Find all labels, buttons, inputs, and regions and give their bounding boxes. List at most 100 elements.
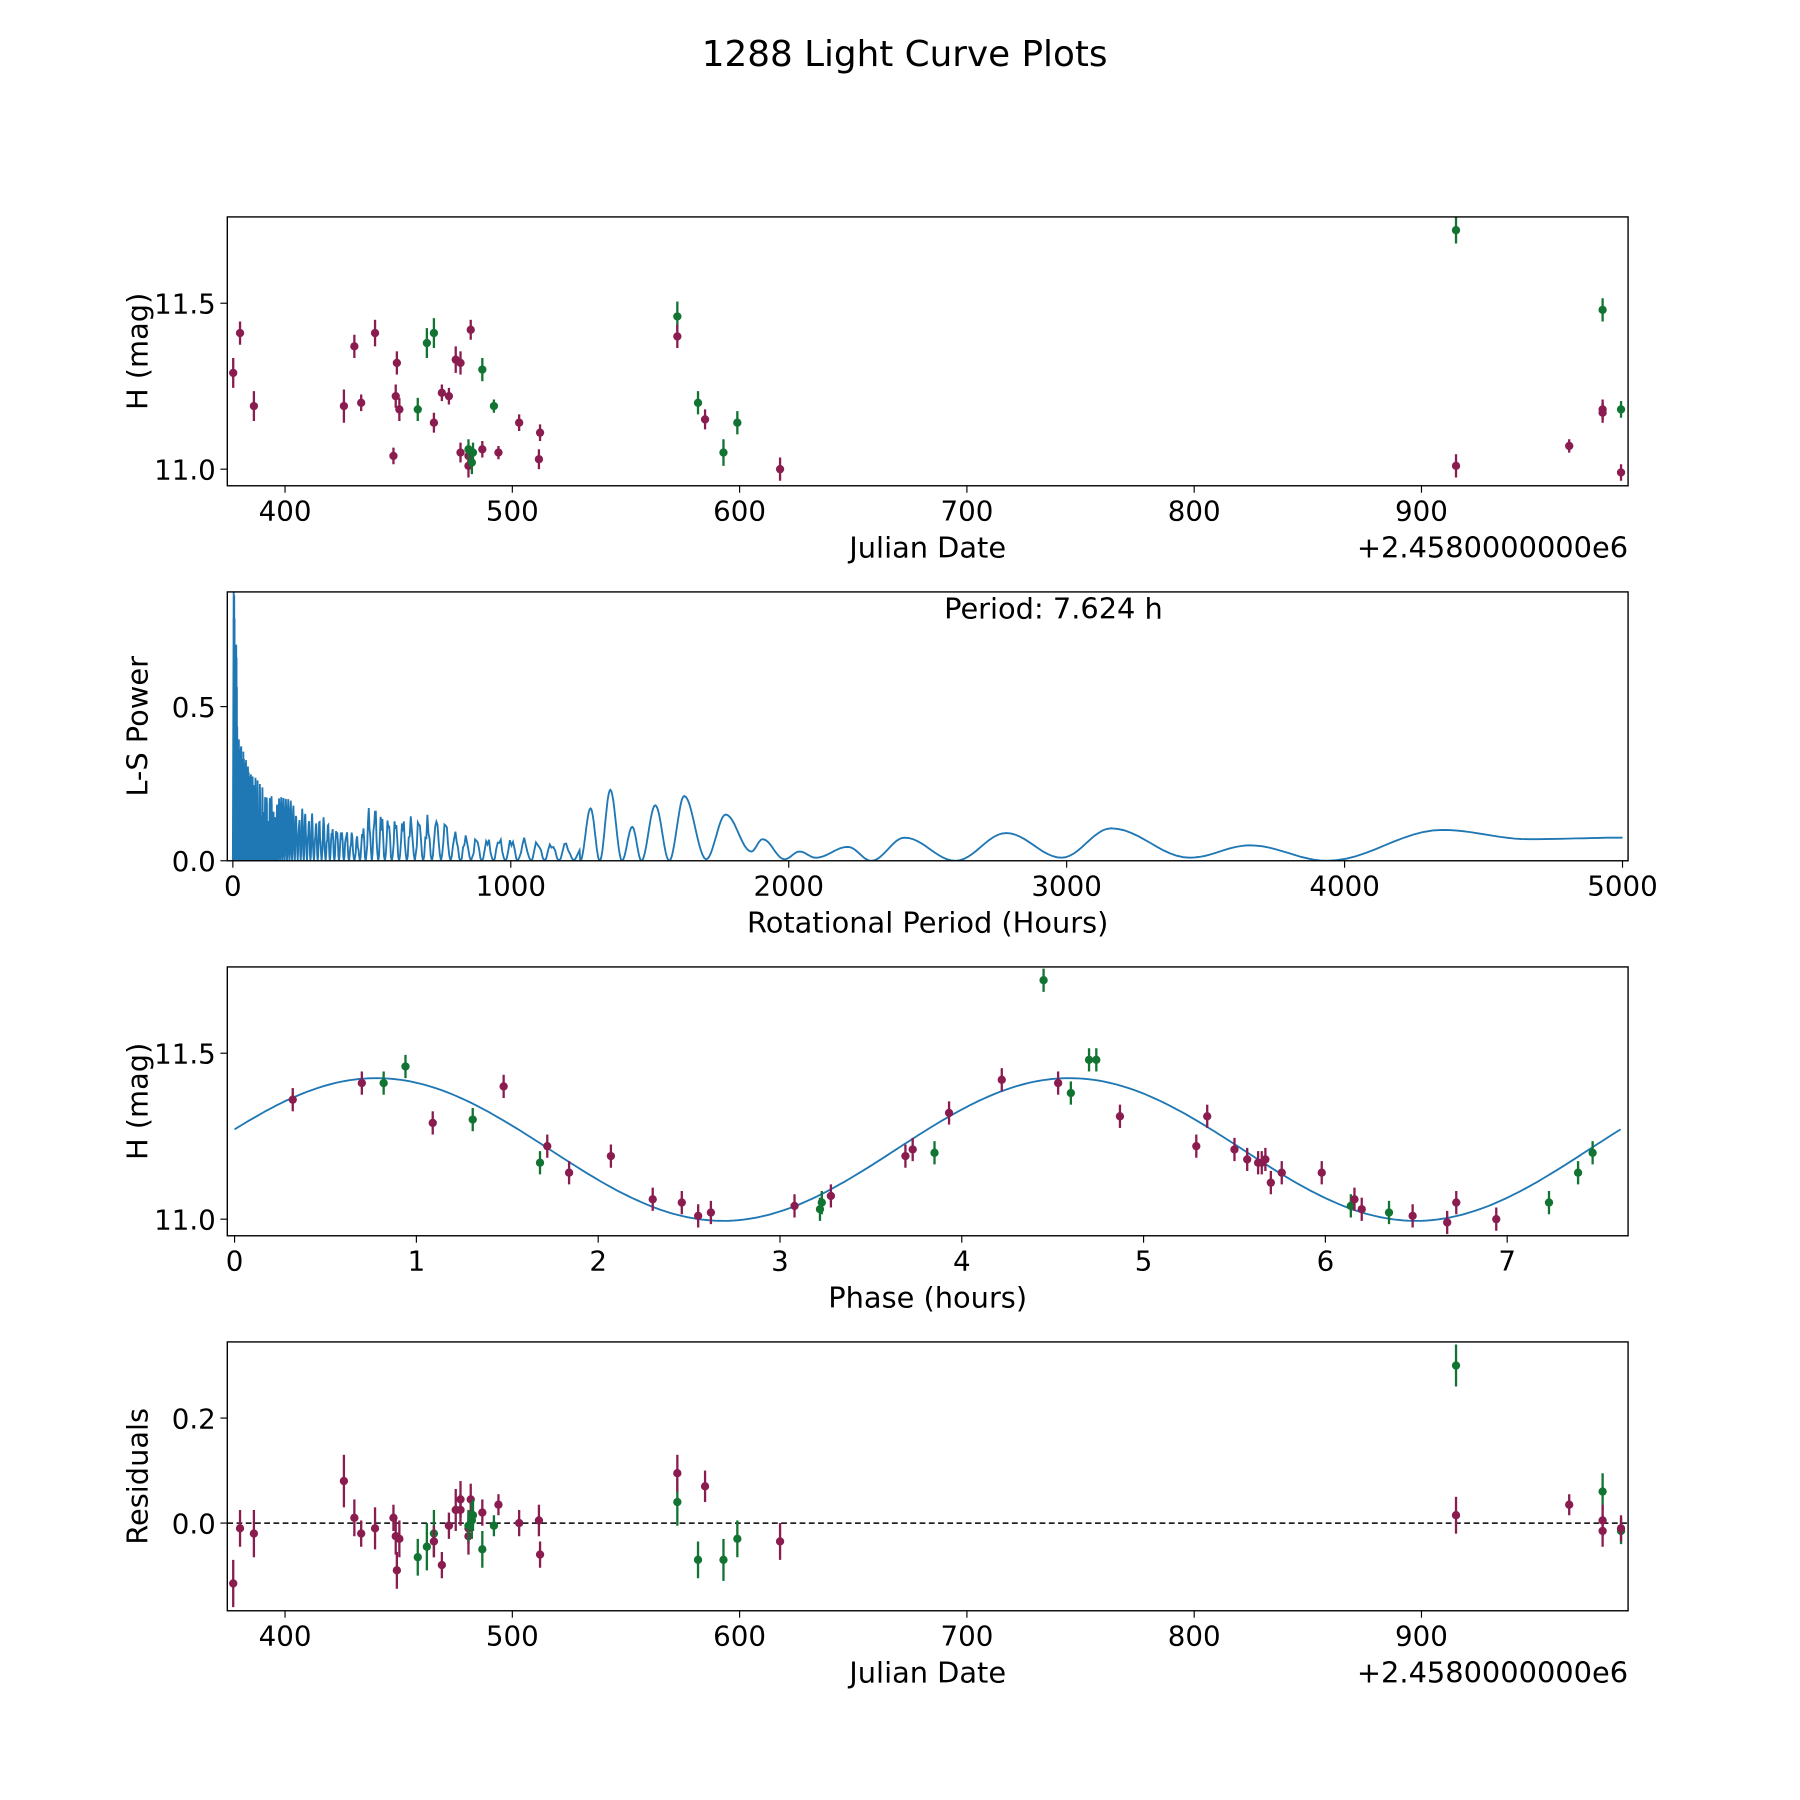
data-marker [1451, 1511, 1461, 1520]
phased-point [1350, 1187, 1359, 1211]
data-marker [428, 1118, 437, 1128]
lightcurve-point [719, 439, 728, 466]
data-marker [535, 428, 545, 437]
residual-point [733, 1520, 742, 1558]
data-marker [478, 445, 487, 454]
x-tick-label: 500 [486, 494, 539, 527]
data-marker [1573, 1168, 1583, 1177]
data-marker [370, 1524, 380, 1533]
data-marker [235, 1524, 245, 1533]
data-marker [413, 1553, 422, 1562]
phased-point [535, 1151, 545, 1175]
x-axis-label: Rotational Period (Hours) [747, 905, 1108, 939]
x-tick-label: 6 [1317, 1244, 1335, 1277]
data-marker [494, 448, 503, 457]
data-marker [790, 1201, 799, 1211]
data-marker [1492, 1215, 1501, 1224]
panel-phased: 0 1 2 3 4 5 6 7 11.0 11.5 Phase (hours) H (mag) [121, 966, 1629, 1314]
data-marker [514, 418, 524, 427]
x-axis-label: Julian Date [847, 530, 1006, 564]
data-marker [673, 1469, 682, 1478]
y-tick-label: 0.5 [172, 691, 216, 724]
phased-point [817, 1190, 826, 1215]
data-marker [1544, 1198, 1554, 1207]
periodogram-line [231, 591, 1623, 861]
y-tick-label: 0.0 [172, 845, 216, 878]
residual-point [339, 1454, 349, 1508]
x-tick-label: 4 [953, 1244, 971, 1277]
data-marker [534, 1516, 544, 1525]
lightcurve-point [535, 424, 545, 441]
phased-point [1408, 1204, 1417, 1228]
residual-point [249, 1509, 259, 1558]
lightcurve-point [775, 457, 785, 481]
lightcurve-point [494, 445, 503, 460]
residual-point [468, 1499, 478, 1531]
data-marker [1616, 405, 1626, 414]
data-marker [429, 328, 439, 338]
phased-point [1443, 1210, 1452, 1235]
data-marker [1598, 305, 1607, 315]
data-marker [775, 1537, 785, 1546]
lightcurve-point [478, 357, 487, 382]
data-marker [1066, 1088, 1076, 1098]
phased-point [1192, 1134, 1201, 1158]
y-tick-label: 0.0 [172, 1507, 216, 1540]
x-tick-label: 400 [259, 1619, 312, 1652]
lightcurve-point [514, 414, 524, 432]
axes-frame [226, 1341, 1629, 1612]
data-marker [1115, 1112, 1125, 1121]
residual-point [350, 1499, 359, 1537]
residual-point [535, 1541, 545, 1568]
lightcurve-point [422, 328, 432, 358]
data-marker [489, 401, 499, 411]
data-marker [357, 398, 366, 407]
x-tick-label: 600 [713, 1619, 766, 1652]
y-tick-label: 11.0 [154, 454, 216, 487]
data-marker [1357, 1205, 1366, 1214]
lightcurve-point [478, 440, 487, 458]
residual-point [494, 1494, 503, 1516]
phased-point [694, 1204, 703, 1228]
data-marker [1243, 1155, 1252, 1164]
data-marker [395, 405, 404, 414]
data-marker [564, 1168, 574, 1177]
residual-point [693, 1541, 703, 1579]
residual-point [1598, 1515, 1607, 1547]
lightcurve-point [235, 321, 245, 345]
panel-lightcurve: 400 500 600 700 800 900 11.0 11.5 Julian Date H (… [121, 216, 1629, 564]
x-axis-label: Phase (hours) [828, 1280, 1027, 1314]
y-tick-label: 11.0 [154, 1204, 216, 1237]
data-marker [389, 451, 398, 461]
data-marker [456, 1505, 465, 1515]
x-tick-label: 800 [1168, 1619, 1221, 1652]
phased-point [357, 1071, 366, 1095]
phased-point [1092, 1048, 1101, 1072]
data-marker [357, 1078, 366, 1088]
data-marker [694, 1211, 703, 1221]
axes-frame [226, 216, 1629, 487]
data-marker [1565, 1500, 1574, 1509]
data-marker [1266, 1178, 1275, 1187]
data-marker [673, 332, 682, 341]
data-marker [1203, 1112, 1212, 1121]
data-marker [606, 1151, 616, 1161]
residual-point [437, 1551, 447, 1579]
x-tick-label: 1000 [476, 869, 546, 902]
data-marker [249, 1529, 259, 1538]
phased-point [1084, 1048, 1094, 1072]
data-marker [370, 328, 380, 338]
y-axis-label: L-S Power [121, 656, 155, 797]
phased-point [1492, 1207, 1501, 1231]
data-marker [1598, 408, 1607, 417]
data-marker [997, 1075, 1006, 1084]
residual-point [514, 1509, 524, 1537]
residual-point [700, 1470, 710, 1503]
data-marker [1588, 1148, 1597, 1157]
lightcurve-point [1451, 454, 1461, 478]
data-marker [456, 448, 465, 457]
data-marker [401, 1062, 410, 1071]
data-marker [693, 398, 703, 407]
x-tick-label: 5 [1135, 1244, 1153, 1277]
phased-point [901, 1144, 910, 1168]
